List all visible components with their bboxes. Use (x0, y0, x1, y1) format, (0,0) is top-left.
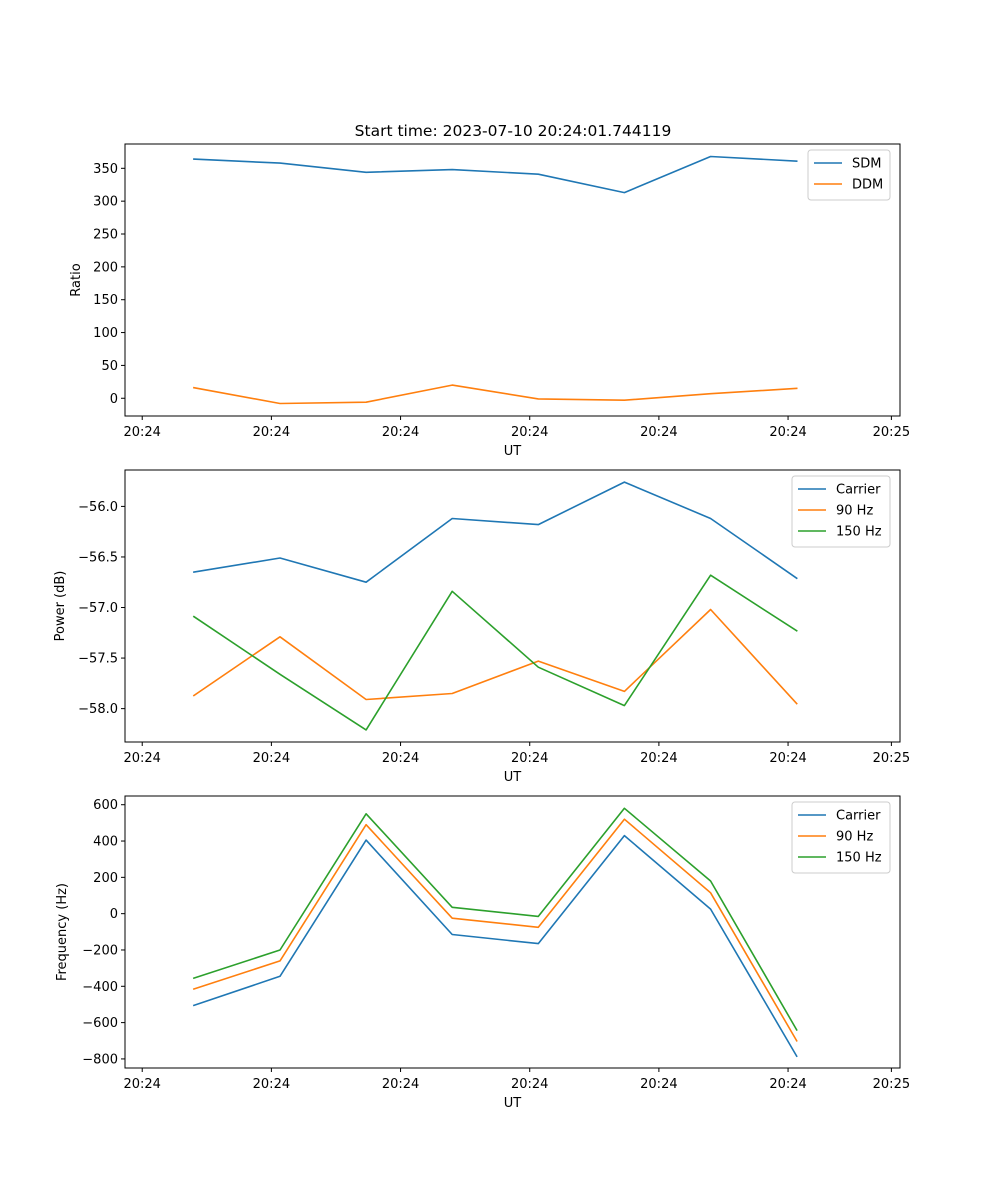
x-axis-label: UT (504, 1096, 522, 1111)
axes-frame (124, 469, 901, 743)
x-tick-label: 20:24 (640, 425, 677, 440)
series-line-sdm (193, 155, 798, 194)
x-tick-label: 20:24 (382, 425, 419, 440)
figure-title: Start time: 2023-07-10 20:24:01.744119 (355, 122, 672, 140)
series-line-carrier (192, 481, 798, 584)
x-tick-label: 20:24 (253, 751, 290, 766)
y-tick-label: 0 (110, 907, 118, 922)
panel-2: −58.0 −57.5 −57.0 −56.5 −56.0 20:24 20:24 20:24… (53, 469, 910, 785)
x-tick-label: 20:24 (511, 1077, 548, 1092)
x-tick-label: 20:24 (123, 425, 160, 440)
series-line-90-hz (192, 818, 798, 1042)
y-axis-label: Frequency (Hz) (55, 883, 70, 981)
axes-frame (124, 795, 901, 1069)
legend-label: DDM (852, 178, 883, 193)
x-tick-label: 20:24 (511, 751, 548, 766)
y-tick-label: 200 (93, 260, 118, 275)
x-tick-label: 20:24 (769, 425, 806, 440)
legend-label: 150 Hz (836, 851, 882, 866)
y-tick-label: 200 (93, 871, 118, 886)
y-tick-label: 100 (93, 326, 118, 341)
x-tick-label: 20:24 (382, 1077, 419, 1092)
y-tick-label: −600 (82, 1016, 118, 1031)
y-tick-label: 150 (93, 293, 118, 308)
y-tick-label: −400 (82, 980, 118, 995)
series-line-carrier (192, 834, 798, 1058)
x-axis-label: UT (504, 770, 522, 785)
y-tick-label: −200 (82, 943, 118, 958)
series-line-150-hz (192, 807, 798, 1031)
y-tick-label: −56.5 (78, 550, 118, 565)
y-tick-label: 250 (93, 228, 118, 243)
y-axis-label: Power (dB) (53, 571, 68, 642)
x-tick-label: 20:24 (382, 751, 419, 766)
y-tick-label: −57.0 (78, 601, 118, 616)
x-tick-label: 20:24 (640, 751, 677, 766)
panel-3: −800 −600 −400 −200 0 200 400 600 20:24 20:24 20:2… (55, 795, 910, 1111)
legend-label: Carrier (836, 809, 881, 824)
panel-1: 0 50 100 150 200 250 300 350 20:24 20:24 20:24 20:2… (69, 143, 910, 459)
x-tick-label: 20:24 (640, 1077, 677, 1092)
x-tick-label: 20:24 (769, 751, 806, 766)
x-tick-label: 20:24 (123, 751, 160, 766)
y-tick-label: 350 (93, 162, 118, 177)
legend-label: 90 Hz (836, 830, 873, 845)
legend-label: Carrier (836, 483, 881, 498)
x-axis-label: UT (504, 444, 522, 459)
x-tick-label: 20:24 (253, 425, 290, 440)
x-tick-label: 20:25 (873, 751, 910, 766)
y-tick-label: −57.5 (78, 652, 118, 667)
x-tick-label: 20:25 (873, 425, 910, 440)
legend-label: 90 Hz (836, 504, 873, 519)
x-tick-label: 20:24 (253, 1077, 290, 1092)
y-tick-label: 300 (93, 195, 118, 210)
x-tick-label: 20:24 (123, 1077, 160, 1092)
legend-label: 150 Hz (836, 525, 882, 540)
y-tick-label: 600 (93, 798, 118, 813)
x-tick-label: 20:25 (873, 1077, 910, 1092)
y-tick-label: −56.0 (78, 500, 118, 515)
x-tick-label: 20:24 (769, 1077, 806, 1092)
series-line-90-hz (192, 608, 798, 705)
axes-frame (124, 143, 901, 417)
series-line-ddm (192, 384, 798, 405)
legend (791, 475, 891, 548)
y-tick-label: −800 (82, 1052, 118, 1067)
y-tick-label: −58.0 (78, 702, 118, 717)
y-tick-label: 0 (110, 392, 118, 407)
series-line-150-hz (192, 574, 798, 731)
y-axis-label: Ratio (69, 263, 84, 296)
y-tick-label: 50 (101, 359, 118, 374)
x-tick-label: 20:24 (511, 425, 548, 440)
y-tick-label: 400 (93, 835, 118, 850)
legend-label: SDM (852, 157, 881, 172)
legend (791, 801, 891, 874)
